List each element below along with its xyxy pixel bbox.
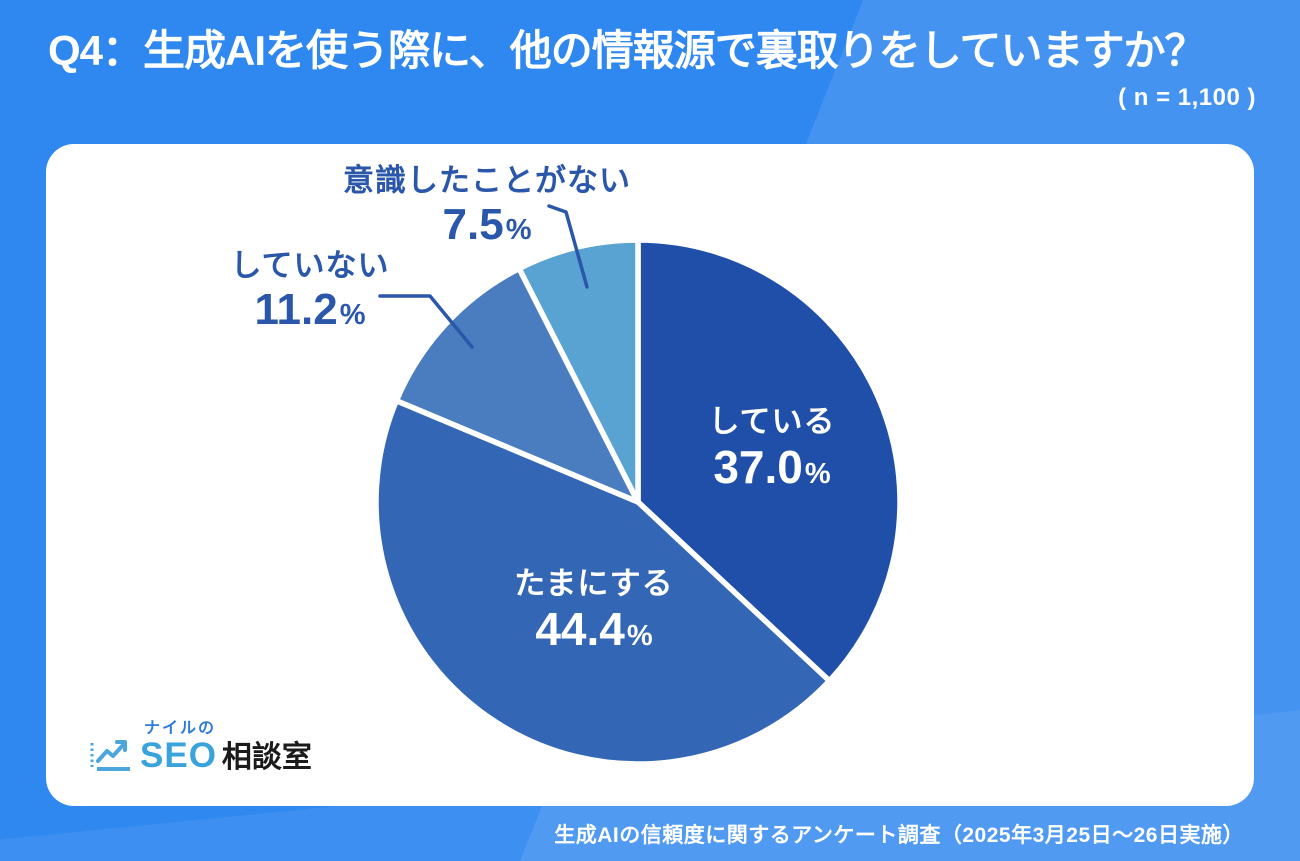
logo-top-text: ナイルの (144, 720, 217, 737)
slice-name: している (708, 404, 836, 439)
slice-name: 意識したことがない (343, 163, 631, 198)
trend-line-chart-icon (90, 740, 130, 771)
slice-label-never-thought: 意識したことがない 7.5% (343, 165, 631, 247)
slice-label-not-doing: していない 11.2% (230, 250, 389, 332)
logo-seo-text: SEO (140, 736, 217, 775)
survey-source-note: 生成AIの信頼度に関するアンケート調査（2025年3月25日～26日実施） (554, 824, 1244, 847)
slice-name: たまにする (514, 566, 674, 601)
slice-value: 11.2% (254, 285, 366, 334)
chart-card (46, 144, 1254, 806)
slice-value: 44.4% (535, 603, 653, 655)
page-title: Q4：生成AIを使う際に、他の情報源で裏取りをしていますか？ (48, 27, 1207, 74)
brand-logo: ナイルの SEO 相談室 (90, 714, 312, 773)
slice-value: 37.0% (713, 441, 831, 493)
slice-value: 7.5% (442, 200, 532, 249)
logo-suffix-text: 相談室 (221, 741, 312, 774)
sample-size-label: ( n = 1,100 ) (1118, 84, 1256, 111)
slice-label-doing: している 37.0% (708, 406, 835, 490)
slice-name: していない (230, 248, 390, 283)
slice-label-sometimes: たまにする 44.4% (514, 568, 673, 652)
